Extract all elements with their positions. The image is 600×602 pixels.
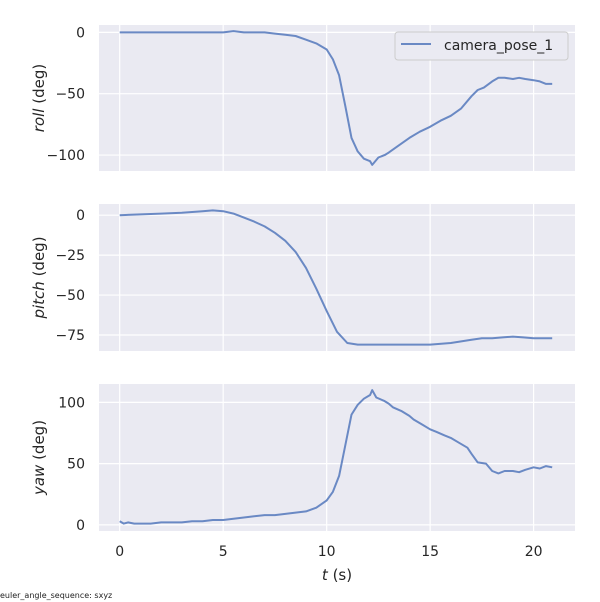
legend: camera_pose_1: [394, 31, 569, 61]
panel-yaw: 0 50 100 yaw (deg) 0 5 10 15 20 t (s): [30, 384, 575, 584]
x-tick-label: 0: [115, 544, 124, 560]
series-line-camera_pose_1: [119, 30, 553, 166]
pitch-axis-label: pitch (deg): [30, 236, 48, 319]
y-tick-label: 50: [67, 457, 85, 473]
panel-pitch: 0 −25 −50 −75 pitch (deg): [30, 204, 575, 351]
y-tick-label: −100: [47, 148, 85, 164]
x-axis-label: t (s): [322, 566, 352, 584]
series-line-camera_pose_1: [119, 389, 553, 525]
y-tick-label: 0: [76, 518, 85, 534]
series-line-camera_pose_1: [119, 209, 553, 346]
y-tick-label: −50: [55, 87, 85, 103]
plot-area: [99, 204, 575, 351]
x-tick-label: 20: [525, 544, 543, 560]
plot-area: [99, 384, 575, 531]
y-tick-label: −75: [55, 328, 85, 344]
y-tick-label: −25: [55, 248, 85, 264]
euler-sequence-note: euler_angle_sequence: sxyz: [0, 591, 113, 600]
yaw-axis-label: yaw (deg): [30, 420, 48, 496]
y-tick-label: 0: [76, 208, 85, 224]
y-tick-label: −50: [55, 288, 85, 304]
panel-roll: 0 −50 −100 roll (deg) camera_pose_1: [30, 25, 575, 171]
x-tick-label: 10: [318, 544, 336, 560]
roll-axis-label: roll (deg): [30, 64, 48, 132]
y-tick-label: 100: [58, 395, 85, 411]
legend-label: camera_pose_1: [444, 38, 553, 54]
x-tick-label: 5: [219, 544, 228, 560]
x-tick-label: 15: [421, 544, 439, 560]
y-tick-label: 0: [76, 25, 85, 41]
